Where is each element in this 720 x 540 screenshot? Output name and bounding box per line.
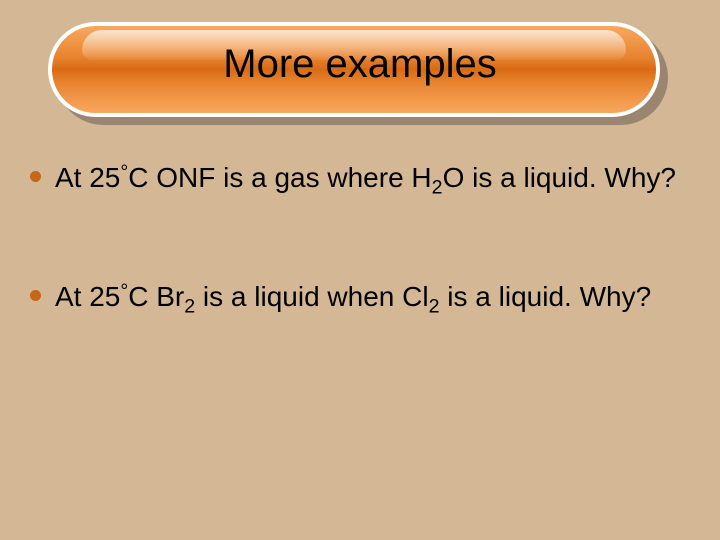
slide-title: More examples bbox=[0, 42, 720, 87]
bullet-text-2: At 25°C Br2 is a liquid when Cl2 is a li… bbox=[55, 279, 651, 320]
list-item: At 25°C Br2 is a liquid when Cl2 is a li… bbox=[30, 279, 690, 320]
list-item: At 25°C ONF is a gas where H2O is a liqu… bbox=[30, 160, 690, 201]
bullet-icon bbox=[30, 171, 41, 182]
bullet-icon bbox=[30, 290, 41, 301]
bullet-list: At 25°C ONF is a gas where H2O is a liqu… bbox=[30, 160, 690, 397]
bullet-text-1: At 25°C ONF is a gas where H2O is a liqu… bbox=[55, 160, 676, 201]
